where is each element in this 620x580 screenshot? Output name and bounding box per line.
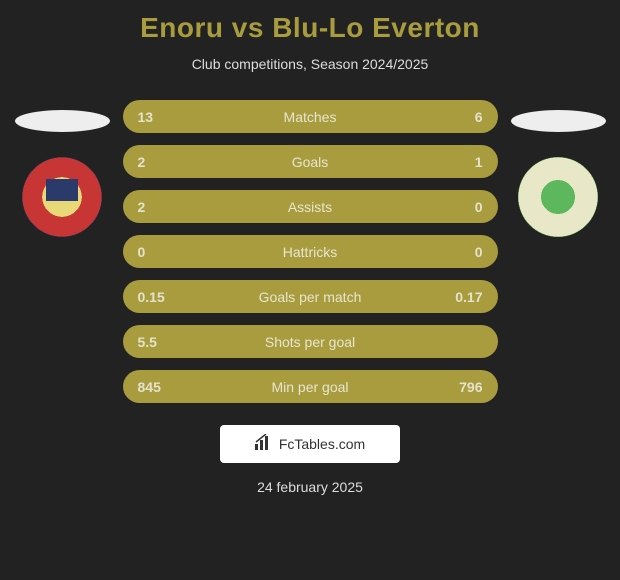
stat-left-value: 2 <box>138 199 146 215</box>
stat-row-goals: 2 Goals 1 <box>123 145 498 178</box>
stat-label: Hattricks <box>283 244 337 260</box>
right-ellipse <box>511 110 606 132</box>
stat-right-value: 1 <box>475 154 483 170</box>
stat-left-value: 5.5 <box>138 334 157 350</box>
stat-right-value: 0 <box>475 199 483 215</box>
stat-left-value: 0.15 <box>138 289 165 305</box>
stat-row-goals-per-match: 0.15 Goals per match 0.17 <box>123 280 498 313</box>
right-badge-column <box>508 110 608 237</box>
stat-left-value: 845 <box>138 379 161 395</box>
stat-right-value: 6 <box>475 109 483 125</box>
stat-left-value: 13 <box>138 109 154 125</box>
stat-label: Shots per goal <box>265 334 355 350</box>
stat-left-value: 2 <box>138 154 146 170</box>
stat-right-value: 0 <box>475 244 483 260</box>
stat-label: Assists <box>288 199 332 215</box>
stat-row-assists: 2 Assists 0 <box>123 190 498 223</box>
stat-right-value: 0.17 <box>455 289 482 305</box>
stat-row-min-per-goal: 845 Min per goal 796 <box>123 370 498 403</box>
stat-row-shots-per-goal: 5.5 Shots per goal <box>123 325 498 358</box>
fctables-brand-label: FcTables.com <box>279 436 365 452</box>
left-club-badge-icon <box>22 157 102 237</box>
stat-row-matches: 13 Matches 6 <box>123 100 498 133</box>
fctables-brand-box[interactable]: FcTables.com <box>220 425 400 463</box>
left-badge-column <box>12 110 112 237</box>
stat-label: Min per goal <box>271 379 348 395</box>
page-subtitle: Club competitions, Season 2024/2025 <box>0 56 620 72</box>
stats-container: 13 Matches 6 2 Goals 1 2 Assists 0 0 Hat… <box>123 100 498 403</box>
stat-row-hattricks: 0 Hattricks 0 <box>123 235 498 268</box>
stat-right-value: 796 <box>459 379 482 395</box>
date-label: 24 february 2025 <box>0 479 620 495</box>
left-ellipse <box>15 110 110 132</box>
chart-icon <box>255 434 273 455</box>
stat-label: Goals <box>292 154 329 170</box>
right-club-badge-icon <box>518 157 598 237</box>
page-title: Enoru vs Blu-Lo Everton <box>0 0 620 44</box>
stat-label: Goals per match <box>259 289 362 305</box>
stat-label: Matches <box>284 109 337 125</box>
stat-left-value: 0 <box>138 244 146 260</box>
